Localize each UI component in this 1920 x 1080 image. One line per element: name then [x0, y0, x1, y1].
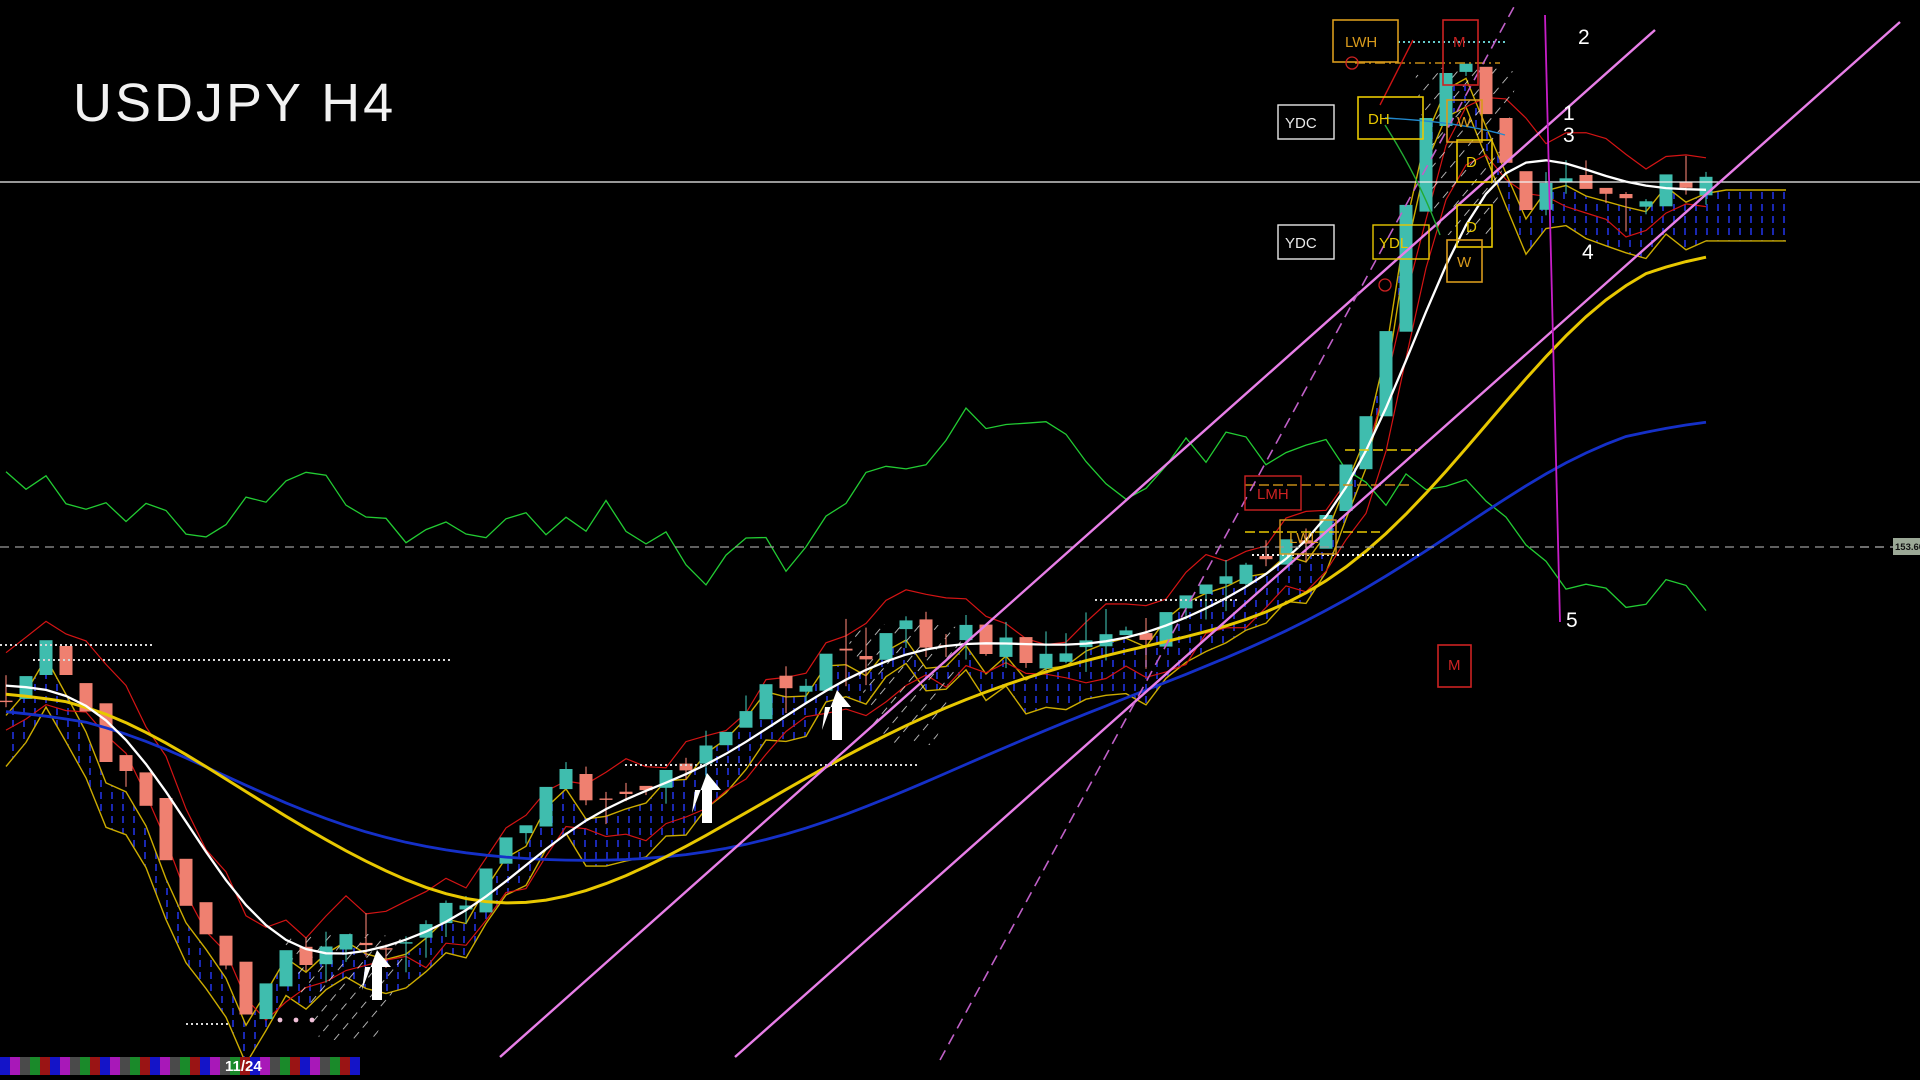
svg-text:D: D	[1466, 219, 1477, 236]
svg-text:M: M	[1448, 657, 1461, 674]
svg-text:YDC: YDC	[1285, 235, 1317, 252]
svg-text:11/24: 11/24	[225, 1058, 262, 1075]
svg-text:LWH: LWH	[1345, 34, 1377, 51]
svg-text:1: 1	[1563, 102, 1575, 125]
svg-text:LWL: LWL	[1289, 530, 1319, 547]
svg-text:W: W	[1457, 254, 1472, 271]
svg-text:4: 4	[1582, 241, 1594, 264]
svg-text:D: D	[1466, 154, 1477, 171]
svg-text:W: W	[1457, 114, 1472, 131]
svg-text:2: 2	[1578, 26, 1590, 49]
svg-text:M: M	[1453, 34, 1466, 51]
svg-text:YDC: YDC	[1285, 115, 1317, 132]
svg-text:YDL: YDL	[1379, 235, 1408, 252]
svg-text:3: 3	[1563, 124, 1575, 147]
svg-text:5: 5	[1566, 609, 1578, 632]
svg-text:LMH: LMH	[1257, 486, 1289, 503]
svg-text:DH: DH	[1368, 111, 1390, 128]
svg-text:153.606: 153.606	[1895, 542, 1920, 553]
